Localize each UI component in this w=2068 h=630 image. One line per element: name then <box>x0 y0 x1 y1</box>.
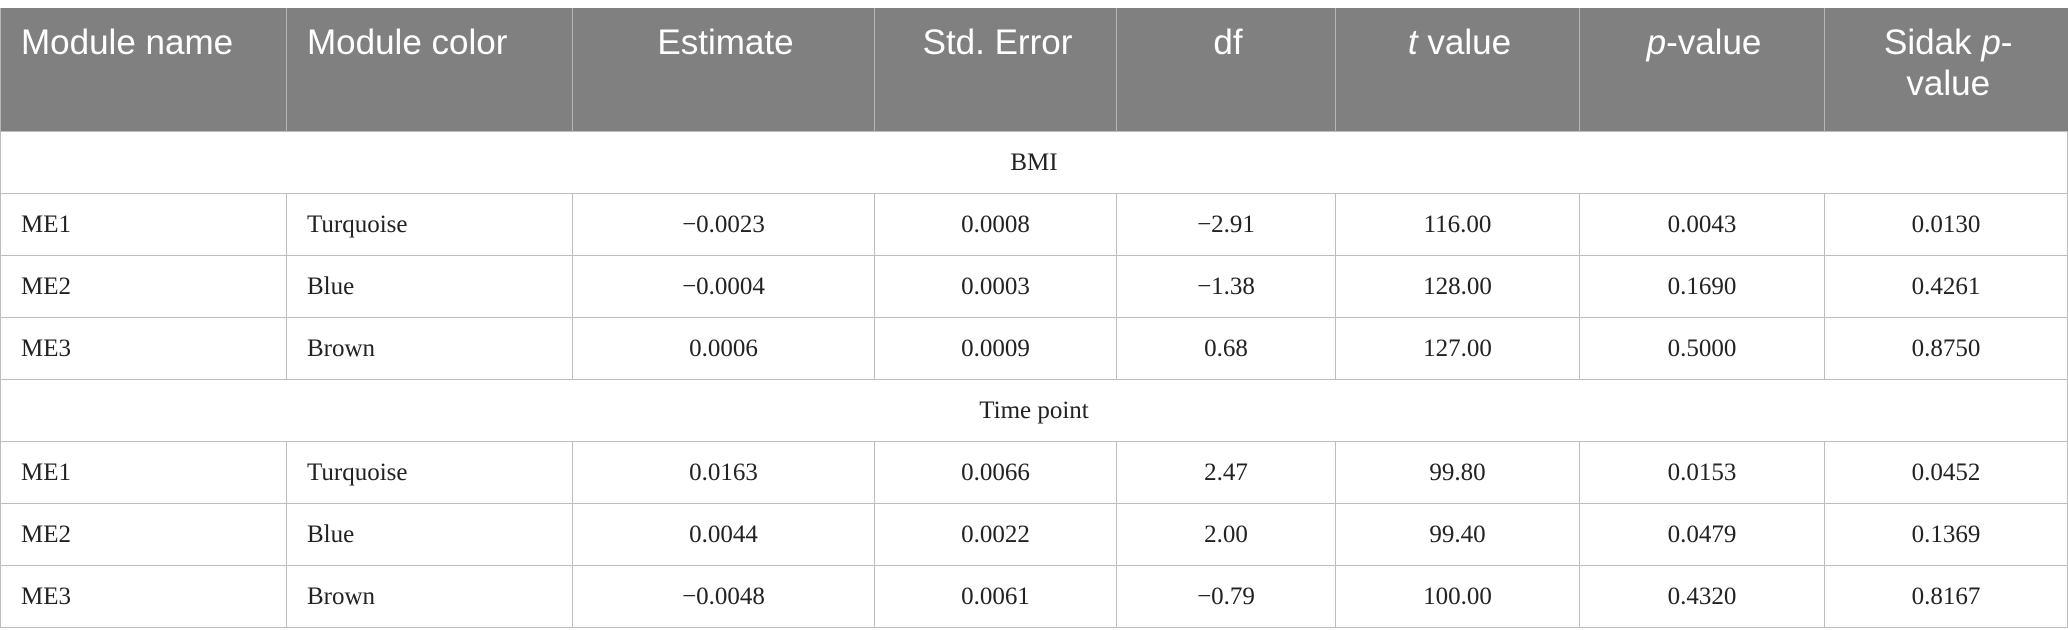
header-cell: Std. Error <box>874 8 1117 132</box>
group-row: BMI <box>0 131 2068 194</box>
cell: 0.1369 <box>1824 503 2068 566</box>
cell: Blue <box>286 503 573 566</box>
cell: 0.0163 <box>572 441 875 504</box>
cell: 0.0008 <box>874 193 1117 256</box>
cell: −0.0004 <box>572 255 875 318</box>
cell: Brown <box>286 565 573 628</box>
data-row: ME3 Brown 0.0006 0.0009 0.68 127.00 0.5000 0.87… <box>0 317 2068 380</box>
cell: 0.0130 <box>1824 193 2068 256</box>
cell: 0.0009 <box>874 317 1117 380</box>
cell: ME2 <box>0 503 287 566</box>
cell: 0.4320 <box>1579 565 1825 628</box>
header-text: -value <box>1666 23 1762 62</box>
header-cell: p-value <box>1579 8 1825 132</box>
cell: 99.80 <box>1335 441 1580 504</box>
cell: 0.0043 <box>1579 193 1825 256</box>
cell: 0.4261 <box>1824 255 2068 318</box>
data-row: ME1 Turquoise −0.0023 0.0008 −2.91 116.00 0.00… <box>0 193 2068 256</box>
cell: 0.0003 <box>874 255 1117 318</box>
results-table: Module name Module color Estimate Std. Erro… <box>0 8 2068 628</box>
cell: 0.0479 <box>1579 503 1825 566</box>
header-cell: Sidak p-value <box>1824 8 2068 132</box>
header-cell: Estimate <box>572 8 875 132</box>
header-text: p <box>1646 23 1667 62</box>
cell: −0.79 <box>1116 565 1336 628</box>
cell: 0.0066 <box>874 441 1117 504</box>
cell: Turquoise <box>286 441 573 504</box>
cell: 0.0044 <box>572 503 875 566</box>
header-cell: t value <box>1335 8 1580 132</box>
cell: Brown <box>286 317 573 380</box>
header-text: Module color <box>307 23 508 62</box>
cell: 0.0022 <box>874 503 1117 566</box>
header-text: -value <box>1906 23 2013 103</box>
data-row: ME1 Turquoise 0.0163 0.0066 2.47 99.80 0.0153 0… <box>0 441 2068 504</box>
data-row: ME3 Brown −0.0048 0.0061 −0.79 100.00 0.4320 0.… <box>0 565 2068 628</box>
cell: 128.00 <box>1335 255 1580 318</box>
cell: 2.47 <box>1116 441 1336 504</box>
header-text: value <box>1417 23 1512 62</box>
cell: 0.5000 <box>1579 317 1825 380</box>
header-text: df <box>1213 23 1243 62</box>
cell: −0.0023 <box>572 193 875 256</box>
cell: −2.91 <box>1116 193 1336 256</box>
cell: 0.68 <box>1116 317 1336 380</box>
cell: Blue <box>286 255 573 318</box>
cell: −1.38 <box>1116 255 1336 318</box>
cell: 127.00 <box>1335 317 1580 380</box>
header-cell: df <box>1116 8 1336 132</box>
group-row: Time point <box>0 379 2068 442</box>
header-cell: Module color <box>286 8 573 132</box>
header-text: t <box>1407 23 1418 62</box>
group-label: Time point <box>0 379 2068 442</box>
cell: 0.8167 <box>1824 565 2068 628</box>
header-cell: Module name <box>0 8 287 132</box>
header-row: Module name Module color Estimate Std. Erro… <box>0 8 2068 132</box>
cell: ME1 <box>0 441 287 504</box>
cell: 116.00 <box>1335 193 1580 256</box>
cell: 100.00 <box>1335 565 1580 628</box>
group-label: BMI <box>0 131 2068 194</box>
page: {"table": { "header": [ [{"text": "Modul… <box>0 8 2068 630</box>
cell: Turquoise <box>286 193 573 256</box>
cell: 0.0061 <box>874 565 1117 628</box>
cell: ME3 <box>0 317 287 380</box>
header-text: Module name <box>21 23 234 62</box>
header-text: p <box>1981 23 2001 62</box>
cell: 0.8750 <box>1824 317 2068 380</box>
cell: 2.00 <box>1116 503 1336 566</box>
cell: ME2 <box>0 255 287 318</box>
table-body: BMI ME1 Turquoise −0.0023 0.0008 −2.91 116.00 0… <box>0 131 2068 628</box>
cell: 0.0153 <box>1579 441 1825 504</box>
cell: ME1 <box>0 193 287 256</box>
cell: 0.1690 <box>1579 255 1825 318</box>
cell: 0.0006 <box>572 317 875 380</box>
header-text: Sidak <box>1884 23 1982 62</box>
header-text: Estimate <box>657 23 794 62</box>
data-row: ME2 Blue 0.0044 0.0022 2.00 99.40 0.0479 0.1369 <box>0 503 2068 566</box>
cell: 0.0452 <box>1824 441 2068 504</box>
cell: 99.40 <box>1335 503 1580 566</box>
data-row: ME2 Blue −0.0004 0.0003 −1.38 128.00 0.1690 0.4… <box>0 255 2068 318</box>
cell: −0.0048 <box>572 565 875 628</box>
header-text: Std. Error <box>922 23 1073 62</box>
cell: ME3 <box>0 565 287 628</box>
